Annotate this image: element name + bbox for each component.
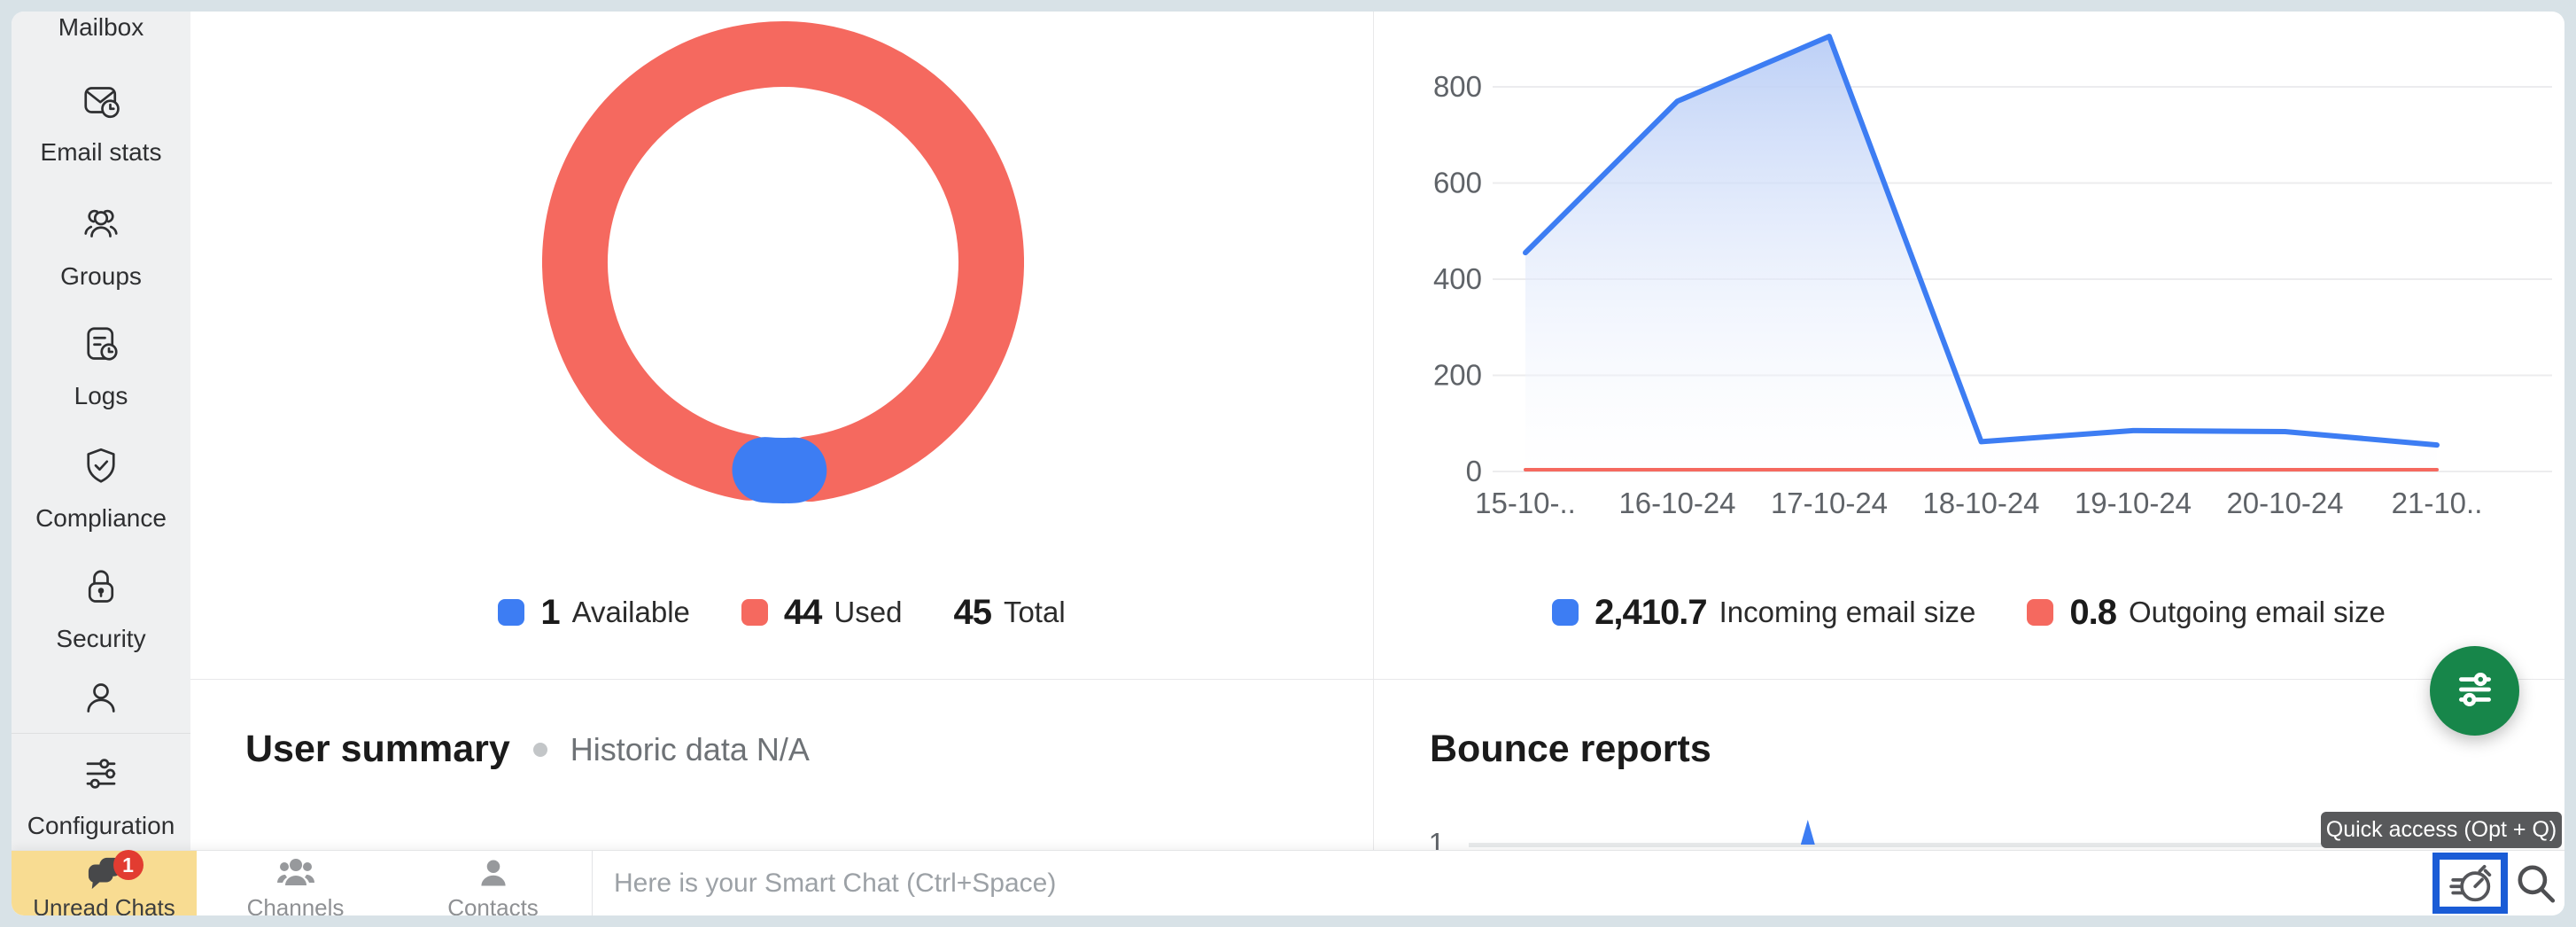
- svg-text:800: 800: [1433, 70, 1482, 103]
- legend-item-outgoing[interactable]: 0.8 Outgoing email size: [2027, 592, 2386, 633]
- bar-divider: [592, 851, 593, 915]
- sidebar-item-label: Configuration: [27, 812, 175, 839]
- svg-text:21-10..: 21-10..: [2392, 487, 2483, 519]
- bounce-gridline: [1469, 843, 2552, 847]
- user-summary-header: User summary Historic data N/A: [245, 728, 810, 771]
- available-value: 1: [540, 592, 560, 632]
- sidebar-item-label: Groups: [60, 262, 142, 290]
- incoming-total: 2,410.7: [1594, 592, 1707, 632]
- legend-item-available[interactable]: 1 Available: [498, 593, 690, 633]
- historic-data-note: Historic data N/A: [570, 730, 810, 767]
- donut-legend: 1 Available 44 Used 45 Total: [190, 590, 1373, 635]
- dot-separator: [532, 742, 547, 757]
- svg-text:18-10-24: 18-10-24: [1922, 487, 2039, 519]
- used-label: Used: [834, 596, 903, 628]
- bounce-data-spike: [1800, 820, 1815, 845]
- groups-icon: [80, 203, 122, 250]
- bounce-reports-header: Bounce reports: [1430, 728, 1711, 771]
- sidebar-item-label: Email stats: [40, 138, 162, 166]
- email-size-trend-chart: 0 200 400 600 800 15-10-.. 16-10-24 17-10-24 18-…: [1433, 34, 2552, 519]
- outgoing-label: Outgoing email size: [2129, 596, 2386, 628]
- svg-text:200: 200: [1433, 359, 1482, 392]
- sidebar-item-security[interactable]: Security: [12, 565, 190, 653]
- compliance-shield-icon: [80, 445, 122, 492]
- used-value: 44: [783, 592, 822, 632]
- svg-text:17-10-24: 17-10-24: [1771, 487, 1888, 519]
- person-icon: [476, 855, 511, 895]
- tab-label: Contacts: [447, 894, 539, 915]
- svg-text:19-10-24: 19-10-24: [2075, 487, 2192, 519]
- svg-text:16-10-24: 16-10-24: [1618, 487, 1735, 519]
- smart-chat-bar: 1 Unread Chats Channels: [12, 850, 2564, 915]
- legend-item-used[interactable]: 44 Used: [741, 592, 903, 633]
- incoming-swatch: [1552, 599, 1579, 626]
- sidebar-section-divider: [12, 733, 190, 734]
- tab-label: Channels: [246, 894, 345, 915]
- sidebar-item-label: Security: [56, 625, 146, 652]
- incoming-label: Incoming email size: [1719, 596, 1976, 628]
- svg-text:600: 600: [1433, 167, 1482, 199]
- user-summary-title: User summary: [245, 728, 510, 770]
- legend-item-incoming[interactable]: 2,410.7 Incoming email size: [1552, 593, 1975, 633]
- sidebar-item-compliance[interactable]: Compliance: [12, 445, 190, 533]
- outgoing-swatch: [2027, 599, 2054, 626]
- sidebar: Mailbox Email stats: [12, 12, 190, 850]
- tab-channels[interactable]: Channels: [197, 851, 394, 915]
- total-value: 45: [953, 592, 991, 632]
- total-label: Total: [1003, 596, 1066, 628]
- sidebar-item-label: Mailbox: [58, 13, 144, 41]
- search-icon[interactable]: [2513, 861, 2557, 906]
- sidebar-item-partial[interactable]: [12, 678, 190, 737]
- svg-text:15-10-..: 15-10-..: [1475, 487, 1576, 519]
- sidebar-item-configuration[interactable]: Configuration: [12, 752, 190, 840]
- bounce-reports-title: Bounce reports: [1430, 728, 1711, 770]
- security-lock-icon: [80, 565, 122, 612]
- quick-access-stopwatch-icon: [2448, 860, 2493, 907]
- sidebar-item-groups[interactable]: Groups: [12, 203, 190, 291]
- sidebar-item-mailbox[interactable]: Mailbox: [12, 13, 190, 42]
- panel-divider-horizontal: [190, 679, 2564, 680]
- outgoing-total: 0.8: [2069, 592, 2117, 632]
- available-label: Available: [571, 596, 690, 628]
- svg-text:20-10-24: 20-10-24: [2226, 487, 2343, 519]
- smart-chat-input[interactable]: [614, 851, 2421, 915]
- configuration-sliders-icon: [80, 752, 122, 799]
- admin-console-window: Mailbox Email stats: [12, 12, 2564, 915]
- tab-label: Unread Chats: [33, 894, 175, 915]
- panel-divider-vertical: [1373, 12, 1374, 850]
- quick-access-tooltip: Quick access (Opt + Q): [2321, 812, 2562, 848]
- people-group-icon: [276, 855, 315, 895]
- available-swatch: [498, 599, 525, 626]
- sidebar-item-label: Logs: [74, 382, 128, 409]
- sidebar-item-logs[interactable]: Logs: [12, 323, 190, 410]
- used-swatch: [741, 599, 768, 626]
- sidebar-item-label: Compliance: [35, 504, 167, 532]
- tab-unread-chats[interactable]: 1 Unread Chats: [12, 850, 197, 915]
- chart-settings-fab[interactable]: [2430, 646, 2519, 736]
- email-stats-icon: [80, 79, 122, 126]
- sliders-icon: [2451, 666, 2499, 716]
- person-icon: [80, 678, 122, 725]
- legend-item-total: 45 Total: [953, 593, 1065, 633]
- tab-contacts[interactable]: Contacts: [394, 851, 592, 915]
- svg-text:0: 0: [1466, 455, 1482, 487]
- svg-text:400: 400: [1433, 262, 1482, 295]
- logs-icon: [80, 323, 122, 370]
- sidebar-item-email-stats[interactable]: Email stats: [12, 79, 190, 167]
- trend-legend: 2,410.7 Incoming email size 0.8 Outgoing…: [1373, 590, 2564, 635]
- unread-count-badge: 1: [113, 850, 144, 880]
- mailbox-usage-donut-chart: [542, 20, 1024, 503]
- quick-access-button[interactable]: [2432, 853, 2508, 914]
